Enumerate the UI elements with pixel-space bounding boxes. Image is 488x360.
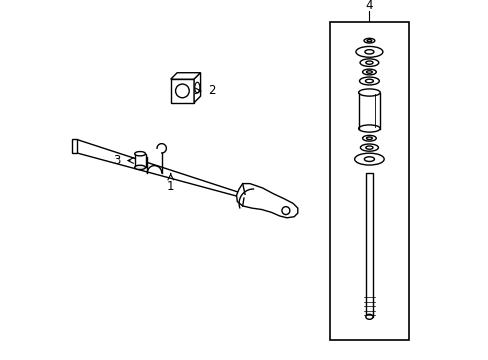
Ellipse shape bbox=[363, 39, 374, 43]
Ellipse shape bbox=[194, 82, 200, 93]
Ellipse shape bbox=[282, 207, 289, 215]
Ellipse shape bbox=[365, 146, 372, 149]
Ellipse shape bbox=[355, 46, 382, 57]
Text: 1: 1 bbox=[166, 180, 174, 193]
Ellipse shape bbox=[362, 135, 375, 141]
Polygon shape bbox=[72, 139, 77, 153]
Ellipse shape bbox=[366, 40, 371, 42]
Text: 3: 3 bbox=[113, 154, 121, 167]
Polygon shape bbox=[236, 184, 297, 218]
Ellipse shape bbox=[360, 144, 378, 151]
Ellipse shape bbox=[359, 77, 379, 85]
Ellipse shape bbox=[365, 314, 372, 319]
Ellipse shape bbox=[362, 69, 375, 75]
Ellipse shape bbox=[134, 165, 145, 170]
Bar bbox=[366, 173, 372, 317]
Ellipse shape bbox=[365, 61, 372, 64]
Polygon shape bbox=[194, 73, 200, 103]
Bar bbox=[329, 22, 408, 340]
Ellipse shape bbox=[134, 152, 145, 156]
Ellipse shape bbox=[366, 137, 371, 139]
Ellipse shape bbox=[358, 125, 380, 132]
Text: 2: 2 bbox=[207, 84, 215, 98]
Ellipse shape bbox=[354, 153, 384, 165]
Ellipse shape bbox=[366, 71, 371, 73]
Bar bbox=[134, 154, 145, 167]
Ellipse shape bbox=[359, 59, 378, 66]
Ellipse shape bbox=[365, 79, 373, 83]
Ellipse shape bbox=[364, 157, 374, 161]
Ellipse shape bbox=[175, 84, 189, 98]
Polygon shape bbox=[73, 140, 244, 198]
Text: 4: 4 bbox=[365, 0, 372, 12]
Polygon shape bbox=[170, 73, 200, 79]
Bar bbox=[170, 79, 194, 103]
Ellipse shape bbox=[358, 89, 380, 96]
Ellipse shape bbox=[364, 50, 373, 54]
